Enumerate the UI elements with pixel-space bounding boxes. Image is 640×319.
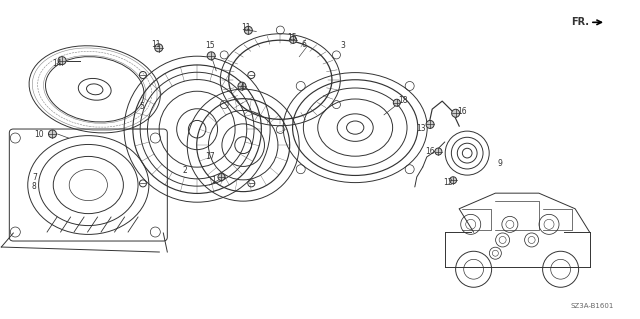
- Text: 14: 14: [52, 59, 61, 68]
- Text: 3: 3: [340, 41, 345, 50]
- Text: 11: 11: [152, 40, 161, 48]
- Circle shape: [155, 44, 163, 52]
- Circle shape: [290, 36, 296, 43]
- Circle shape: [394, 99, 400, 106]
- Text: 11: 11: [242, 23, 251, 32]
- Text: 4: 4: [240, 83, 245, 92]
- Text: 18: 18: [398, 96, 408, 105]
- Circle shape: [435, 148, 442, 155]
- Text: 9: 9: [498, 159, 503, 168]
- Text: 10: 10: [34, 130, 44, 139]
- Circle shape: [450, 177, 456, 184]
- Text: 15: 15: [287, 33, 298, 42]
- Circle shape: [49, 130, 56, 138]
- Text: 16: 16: [426, 147, 435, 156]
- Circle shape: [452, 109, 460, 117]
- Text: 7: 7: [32, 173, 37, 182]
- Text: 17: 17: [205, 152, 215, 161]
- FancyArrowPatch shape: [593, 20, 602, 25]
- Text: 8: 8: [32, 182, 36, 191]
- Circle shape: [426, 120, 434, 129]
- Text: 16: 16: [458, 107, 467, 116]
- Text: SZ3A-B1601: SZ3A-B1601: [570, 303, 614, 309]
- Text: 2: 2: [182, 166, 187, 175]
- Circle shape: [207, 52, 215, 60]
- Text: 5: 5: [140, 102, 145, 111]
- Circle shape: [244, 26, 252, 34]
- Text: FR.: FR.: [571, 17, 589, 27]
- Text: 13: 13: [416, 124, 426, 133]
- Text: 15: 15: [205, 41, 215, 50]
- Circle shape: [238, 82, 246, 90]
- Text: 12: 12: [444, 178, 453, 187]
- Circle shape: [218, 174, 225, 181]
- Circle shape: [58, 56, 66, 65]
- Text: 6: 6: [301, 40, 307, 48]
- Text: 1: 1: [211, 176, 216, 185]
